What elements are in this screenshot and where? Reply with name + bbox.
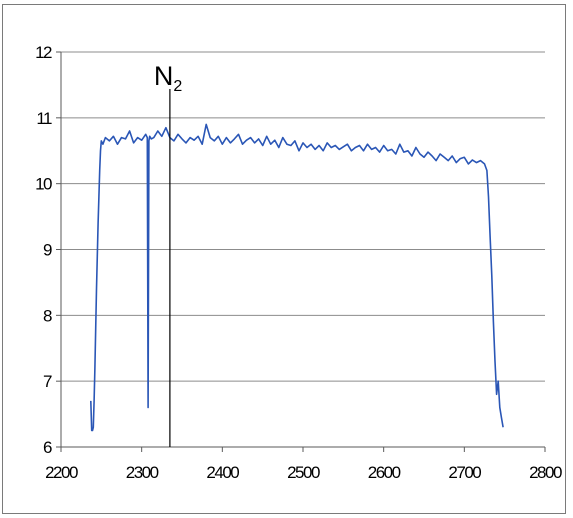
line-chart: 6 7 8 9 10 11 12 2200 2300 2400 2500 2600 2700 2800 N… — [35, 43, 563, 482]
x-tick-label-2300: 2300 — [126, 463, 159, 482]
y-tick-label-7: 7 — [43, 372, 52, 391]
y-tick-label-9: 9 — [43, 241, 52, 260]
y-tick-label-8: 8 — [43, 306, 52, 325]
series-line-0 — [90, 123, 504, 432]
tick-labels: 6 7 8 9 10 11 12 2200 2300 2400 2500 2600 2700 2800 — [35, 43, 563, 482]
annotation-layer: N2 — [154, 61, 183, 447]
n2-annotation-main: N — [154, 61, 174, 91]
n2-annotation-subscript: 2 — [173, 78, 182, 95]
axis-layer — [56, 51, 546, 452]
chart-frame: 6 7 8 9 10 11 12 2200 2300 2400 2500 2600 2700 2800 N… — [2, 4, 566, 514]
x-tick-label-2500: 2500 — [287, 463, 320, 482]
x-tick-label-2600: 2600 — [368, 463, 401, 482]
y-tick-label-10: 10 — [35, 175, 52, 194]
y-tick-label-11: 11 — [36, 109, 52, 128]
y-tick-label-6: 6 — [43, 438, 52, 457]
n2-annotation-label: N2 — [154, 61, 183, 95]
x-tick-label-2700: 2700 — [448, 463, 481, 482]
x-tick-label-2800: 2800 — [529, 463, 562, 482]
x-tick-label-2400: 2400 — [206, 463, 239, 482]
x-tick-label-2200: 2200 — [45, 463, 78, 482]
y-tick-label-12: 12 — [35, 43, 52, 62]
grid-layer — [61, 51, 545, 382]
series-layer — [90, 123, 504, 432]
